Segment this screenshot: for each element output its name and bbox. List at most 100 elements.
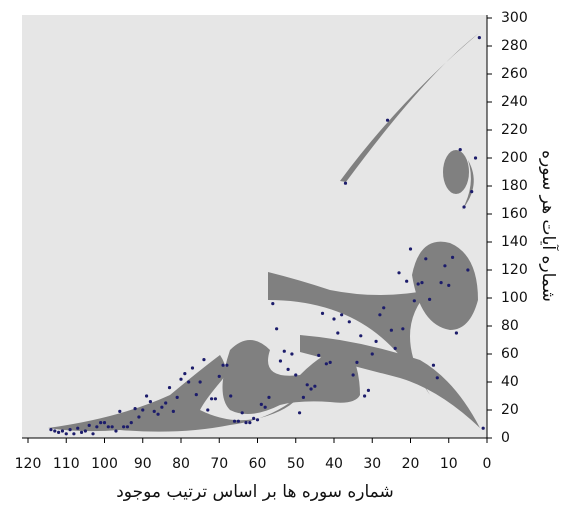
y-tick-label: 160 xyxy=(501,206,528,222)
point xyxy=(129,421,133,425)
point xyxy=(183,372,187,376)
point xyxy=(87,423,91,427)
point xyxy=(408,247,413,251)
point xyxy=(122,425,126,429)
point xyxy=(167,386,172,390)
point xyxy=(133,407,137,411)
x-tick-label: 30 xyxy=(363,456,381,472)
calligraphy xyxy=(48,33,480,432)
x-tick-label: 120 xyxy=(15,456,42,472)
point xyxy=(470,190,474,194)
point xyxy=(164,401,168,405)
x-tick-label: 100 xyxy=(91,456,118,472)
point xyxy=(443,264,447,268)
y-tick-label: 80 xyxy=(501,318,519,334)
point xyxy=(435,376,439,380)
point xyxy=(320,311,325,315)
point xyxy=(118,409,122,413)
point xyxy=(305,383,309,387)
point xyxy=(363,394,367,398)
point xyxy=(424,257,428,261)
point xyxy=(290,352,294,356)
point xyxy=(385,118,390,122)
point xyxy=(68,428,72,432)
y-tick-label: 140 xyxy=(501,234,528,250)
point xyxy=(236,419,240,423)
point xyxy=(389,328,393,332)
point xyxy=(232,419,237,423)
y-tick-label: 180 xyxy=(501,178,528,194)
point xyxy=(244,421,248,425)
y-tick-label: 0 xyxy=(501,430,510,446)
point xyxy=(148,400,152,404)
x-tick-label: 20 xyxy=(402,456,420,472)
x-tick-label: 80 xyxy=(172,456,190,472)
point xyxy=(416,282,420,286)
point xyxy=(450,255,455,259)
point xyxy=(190,366,195,370)
x-tick-label: 110 xyxy=(53,456,80,472)
point xyxy=(431,363,436,367)
point xyxy=(343,181,348,185)
point xyxy=(229,394,233,398)
y-tick-label: 100 xyxy=(501,290,528,306)
point xyxy=(106,425,110,429)
point xyxy=(282,349,286,353)
point xyxy=(194,393,198,397)
point xyxy=(286,367,290,371)
y-tick-label: 300 xyxy=(501,10,528,26)
point xyxy=(91,432,95,436)
x-tick-label: 90 xyxy=(134,456,152,472)
point xyxy=(206,408,210,412)
point xyxy=(428,297,432,301)
point xyxy=(351,373,355,377)
y-tick-label: 220 xyxy=(501,122,528,138)
point xyxy=(64,432,68,436)
point xyxy=(225,363,229,367)
point xyxy=(313,384,317,388)
point xyxy=(454,331,458,335)
y-axis-title: شماره آیات هر سوره xyxy=(538,150,560,302)
x-tick-label: 0 xyxy=(483,456,492,472)
point xyxy=(462,205,466,209)
point xyxy=(141,408,145,412)
point xyxy=(382,306,386,310)
point xyxy=(72,432,76,436)
x-tick-label: 50 xyxy=(287,456,305,472)
point xyxy=(336,331,340,335)
point xyxy=(275,327,279,331)
point xyxy=(156,412,160,416)
point xyxy=(57,430,61,434)
point xyxy=(271,302,275,306)
y-tick-label: 40 xyxy=(501,374,519,390)
x-axis-title: شماره سوره ها بر اساس ترتیب موجود xyxy=(116,482,394,502)
point xyxy=(412,299,416,303)
point xyxy=(49,428,53,432)
point xyxy=(420,281,424,285)
point xyxy=(401,327,405,331)
point xyxy=(187,380,191,384)
y-tick-label: 260 xyxy=(501,66,528,82)
point xyxy=(477,36,481,40)
point xyxy=(374,339,378,343)
point xyxy=(160,405,164,409)
x-tick-label: 60 xyxy=(249,456,267,472)
point xyxy=(332,317,336,321)
point xyxy=(240,411,244,415)
point xyxy=(347,320,351,324)
point xyxy=(213,397,218,401)
point xyxy=(175,395,179,399)
point xyxy=(83,429,87,433)
point xyxy=(466,268,470,272)
point xyxy=(171,409,175,413)
point xyxy=(102,421,107,425)
point xyxy=(393,346,397,350)
x-tick-label: 10 xyxy=(440,456,458,472)
point xyxy=(355,360,359,364)
point xyxy=(301,395,305,399)
point xyxy=(53,429,57,433)
point xyxy=(76,426,80,430)
point xyxy=(340,313,344,317)
y-tick-label: 240 xyxy=(501,94,528,110)
point xyxy=(198,380,202,384)
